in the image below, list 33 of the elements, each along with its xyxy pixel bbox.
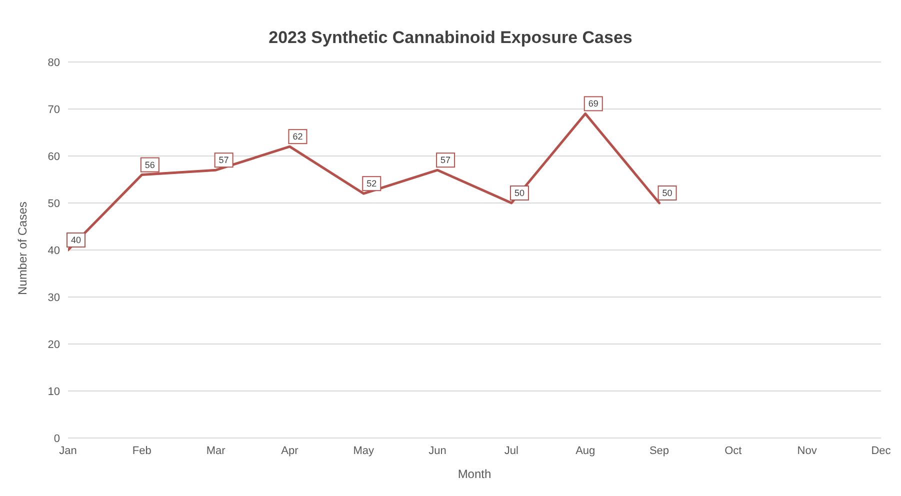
x-tick-label: May bbox=[353, 444, 375, 457]
x-tick-label: Apr bbox=[281, 444, 299, 457]
y-tick-label: 50 bbox=[48, 198, 60, 210]
y-tick-label: 80 bbox=[48, 56, 60, 69]
y-axis-title: Number of Cases bbox=[15, 202, 30, 295]
x-tick-label: Sep bbox=[649, 444, 670, 457]
y-tick-label: 20 bbox=[48, 338, 60, 351]
data-label: 56 bbox=[144, 160, 155, 170]
y-tick-label: 30 bbox=[48, 292, 60, 304]
data-label: 50 bbox=[514, 188, 524, 198]
data-label: 57 bbox=[440, 155, 451, 166]
x-tick-label: Dec bbox=[871, 444, 892, 457]
x-tick-label: Oct bbox=[724, 444, 742, 457]
x-tick-label: Mar bbox=[206, 444, 226, 457]
data-label: 40 bbox=[70, 235, 82, 245]
y-tick-label: 40 bbox=[48, 244, 60, 257]
x-axis-title: Month bbox=[458, 467, 492, 481]
x-tick-label: Feb bbox=[132, 444, 152, 457]
data-label: 50 bbox=[662, 188, 672, 198]
data-label: 62 bbox=[292, 132, 303, 142]
data-label: 57 bbox=[218, 155, 229, 166]
y-tick-label: 0 bbox=[54, 432, 60, 445]
y-tick-label: 70 bbox=[48, 104, 60, 116]
x-tick-label: Aug bbox=[576, 444, 596, 457]
data-label: 69 bbox=[588, 98, 598, 109]
x-tick-label: Jan bbox=[59, 444, 77, 457]
x-tick-label: Nov bbox=[797, 444, 818, 457]
x-tick-label: Jun bbox=[428, 444, 446, 457]
y-tick-label: 10 bbox=[48, 386, 60, 398]
x-tick-label: Jul bbox=[504, 444, 518, 457]
y-tick-label: 60 bbox=[48, 150, 60, 163]
chart-title: 2023 Synthetic Cannabinoid Exposure Cases bbox=[268, 27, 634, 49]
data-label: 52 bbox=[366, 178, 377, 189]
